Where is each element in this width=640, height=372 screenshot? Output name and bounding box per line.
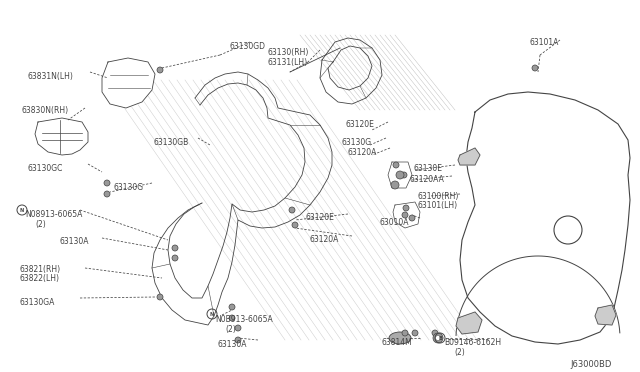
Polygon shape xyxy=(102,58,155,108)
Text: 63830N(RH): 63830N(RH) xyxy=(22,106,69,115)
Circle shape xyxy=(229,315,235,321)
Circle shape xyxy=(532,65,538,71)
Text: 63130GA: 63130GA xyxy=(20,298,56,307)
Polygon shape xyxy=(456,312,482,334)
Circle shape xyxy=(401,172,407,178)
Text: 63130GD: 63130GD xyxy=(230,42,266,51)
Polygon shape xyxy=(320,38,382,104)
Text: 63120A: 63120A xyxy=(310,235,339,244)
Text: B09146-6162H: B09146-6162H xyxy=(444,338,501,347)
Circle shape xyxy=(396,171,404,179)
Text: N08913-6065A: N08913-6065A xyxy=(25,210,83,219)
Text: 63130GB: 63130GB xyxy=(153,138,188,147)
Circle shape xyxy=(229,304,235,310)
Polygon shape xyxy=(35,118,88,155)
Polygon shape xyxy=(388,162,412,188)
Text: 63101A: 63101A xyxy=(530,38,559,47)
Text: N0B913-6065A: N0B913-6065A xyxy=(215,315,273,324)
Ellipse shape xyxy=(389,332,411,344)
Circle shape xyxy=(391,181,399,189)
Polygon shape xyxy=(460,92,630,344)
Text: 63130G: 63130G xyxy=(113,183,143,192)
Circle shape xyxy=(157,67,163,73)
Polygon shape xyxy=(152,72,332,325)
Circle shape xyxy=(172,245,178,251)
Circle shape xyxy=(104,191,110,197)
Text: 63814M: 63814M xyxy=(382,338,413,347)
Circle shape xyxy=(292,222,298,228)
Text: 63130GC: 63130GC xyxy=(28,164,63,173)
Circle shape xyxy=(435,336,440,340)
Circle shape xyxy=(104,180,110,186)
Circle shape xyxy=(412,330,418,336)
Text: 63131(LH): 63131(LH) xyxy=(268,58,308,67)
Text: 63831N(LH): 63831N(LH) xyxy=(28,72,74,81)
Text: 63130G: 63130G xyxy=(342,138,372,147)
Text: (2): (2) xyxy=(454,348,465,357)
Text: B: B xyxy=(438,336,442,340)
Text: J63000BD: J63000BD xyxy=(570,360,611,369)
Circle shape xyxy=(393,162,399,168)
Polygon shape xyxy=(595,305,616,325)
Text: 63120AA: 63120AA xyxy=(410,175,445,184)
Circle shape xyxy=(433,333,443,343)
Text: 63120A: 63120A xyxy=(347,148,376,157)
Polygon shape xyxy=(458,148,480,165)
Polygon shape xyxy=(393,202,420,228)
Circle shape xyxy=(403,205,409,211)
Text: N: N xyxy=(20,208,24,212)
Circle shape xyxy=(235,337,241,343)
Text: 63130A: 63130A xyxy=(218,340,248,349)
Text: 63120E: 63120E xyxy=(345,120,374,129)
Text: 63130E: 63130E xyxy=(413,164,442,173)
Text: 63101(LH): 63101(LH) xyxy=(418,201,458,210)
Circle shape xyxy=(289,207,295,213)
Circle shape xyxy=(432,330,438,336)
Text: 63130A: 63130A xyxy=(60,237,90,246)
Circle shape xyxy=(157,294,163,300)
Text: N: N xyxy=(210,311,214,317)
Circle shape xyxy=(235,325,241,331)
Text: (2): (2) xyxy=(35,220,45,229)
Text: 63010A: 63010A xyxy=(380,218,410,227)
Text: (2): (2) xyxy=(225,325,236,334)
Text: 63100(RH): 63100(RH) xyxy=(418,192,460,201)
Circle shape xyxy=(402,330,408,336)
Circle shape xyxy=(402,212,408,218)
Text: 63130(RH): 63130(RH) xyxy=(268,48,309,57)
Circle shape xyxy=(172,255,178,261)
Text: 63120E: 63120E xyxy=(305,213,334,222)
Text: 63822(LH): 63822(LH) xyxy=(20,274,60,283)
Text: 63821(RH): 63821(RH) xyxy=(20,265,61,274)
Circle shape xyxy=(409,215,415,221)
